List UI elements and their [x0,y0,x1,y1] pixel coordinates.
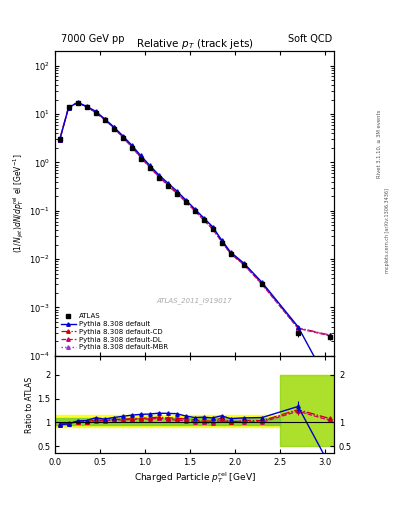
Text: 7000 GeV pp: 7000 GeV pp [61,33,125,44]
Text: mcplots.cern.ch [arXiv:1306.3436]: mcplots.cern.ch [arXiv:1306.3436] [385,188,389,273]
X-axis label: Charged Particle $p^{\rm rel}_{T}$ [GeV]: Charged Particle $p^{\rm rel}_{T}$ [GeV] [134,470,255,485]
Title: Relative $p_{T}$ (track jets): Relative $p_{T}$ (track jets) [136,37,253,51]
Text: Soft QCD: Soft QCD [288,33,332,44]
Legend: ATLAS, Pythia 8.308 default, Pythia 8.308 default-CD, Pythia 8.308 default-DL, P: ATLAS, Pythia 8.308 default, Pythia 8.30… [59,311,170,352]
Y-axis label: $(1/N_{jet})dN/dp^{\rm rel}_{T}$ el [GeV$^{-1}$]: $(1/N_{jet})dN/dp^{\rm rel}_{T}$ el [GeV… [12,154,26,253]
Y-axis label: Ratio to ATLAS: Ratio to ATLAS [25,376,34,433]
Text: ATLAS_2011_I919017: ATLAS_2011_I919017 [157,297,232,304]
Text: Rivet 3.1.10, ≥ 3M events: Rivet 3.1.10, ≥ 3M events [377,109,382,178]
